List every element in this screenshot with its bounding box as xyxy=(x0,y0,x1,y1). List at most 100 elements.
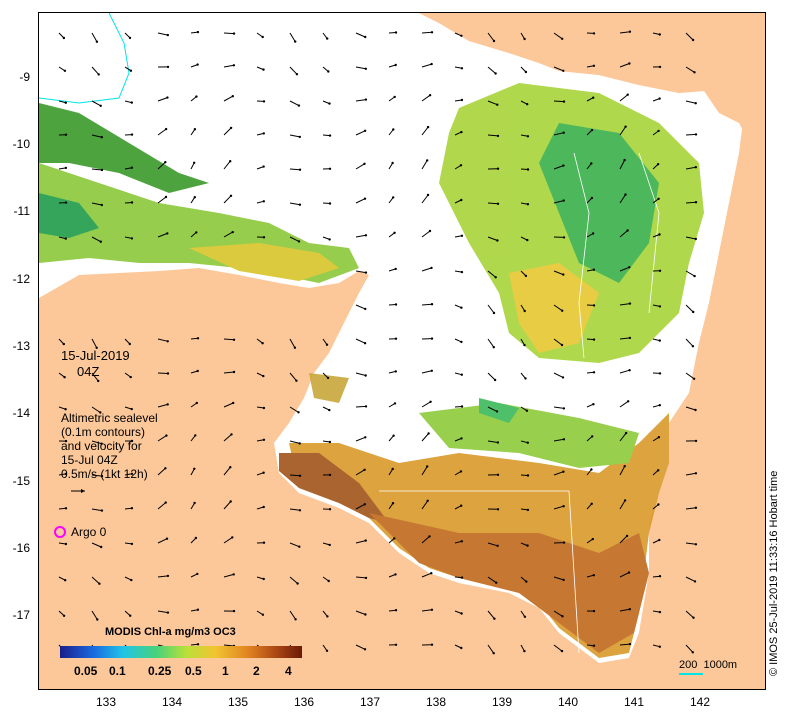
velocity-arrow-head xyxy=(494,72,497,75)
velocity-arrow-head xyxy=(430,266,433,270)
velocity-arrow xyxy=(91,66,100,75)
velocity-arrow-head xyxy=(230,433,233,436)
velocity-arrow-head xyxy=(262,406,266,410)
velocity-arrow xyxy=(685,201,697,204)
velocity-arrow-head xyxy=(64,507,68,510)
velocity-arrow-head xyxy=(562,438,566,441)
velocity-arrow xyxy=(223,95,234,102)
velocity-arrow xyxy=(223,573,234,578)
velocity-arrow xyxy=(157,372,169,374)
map-frame: 15-Jul-2019 04Z Altimetric sealevel (0.1… xyxy=(38,12,766,690)
velocity-arrow xyxy=(421,401,431,408)
velocity-arrow xyxy=(355,436,366,442)
velocity-arrow-head xyxy=(262,236,266,239)
velocity-arrow-head xyxy=(496,134,500,138)
velocity-arrow-head xyxy=(523,343,526,347)
velocity-arrow xyxy=(421,572,432,578)
velocity-arrow xyxy=(487,202,499,205)
velocity-arrow xyxy=(289,542,300,548)
scale-bar-label: 200 1000m xyxy=(679,659,738,671)
velocity-arrow-head xyxy=(460,34,463,37)
velocity-arrow-head xyxy=(459,470,463,473)
velocity-arrow xyxy=(553,505,564,510)
velocity-arrow xyxy=(619,159,626,170)
velocity-arrow xyxy=(619,194,626,204)
colorbar-label: 0.25 xyxy=(148,664,172,678)
velocity-arrow-head xyxy=(165,434,168,437)
velocity-arrow-head xyxy=(460,540,463,543)
velocity-arrow-head xyxy=(394,303,398,306)
lon-label: 134 xyxy=(161,695,183,709)
velocity-arrow-head xyxy=(658,610,662,614)
velocity-arrow-head xyxy=(694,166,697,169)
velocity-arrow-head xyxy=(430,303,434,306)
lon-label: 133 xyxy=(95,695,117,709)
velocity-arrow-head xyxy=(64,166,68,170)
velocity-arrow-head xyxy=(526,203,530,206)
velocity-arrow-head xyxy=(166,611,170,614)
velocity-arrow xyxy=(685,610,694,619)
velocity-arrow-head xyxy=(262,165,265,168)
velocity-arrow-head xyxy=(328,102,331,105)
velocity-arrow-head xyxy=(658,339,661,342)
velocity-arrow xyxy=(685,304,694,313)
velocity-arrow-head xyxy=(426,499,429,502)
velocity-arrow-head xyxy=(298,203,302,206)
velocity-arrow xyxy=(487,440,498,443)
velocity-arrow-head xyxy=(562,131,565,134)
velocity-arrow-head xyxy=(626,229,629,232)
velocity-arrow-head xyxy=(658,575,662,578)
velocity-arrow-head xyxy=(562,578,565,582)
velocity-arrow-head xyxy=(130,507,134,510)
velocity-arrow-head xyxy=(99,104,102,108)
lat-label: -11 xyxy=(13,204,30,218)
velocity-arrow-head xyxy=(523,649,526,653)
velocity-arrow-head xyxy=(526,103,529,106)
velocity-arrow-head xyxy=(394,267,397,271)
velocity-vectors xyxy=(58,30,698,656)
velocity-arrow-head xyxy=(460,67,464,70)
velocity-arrow-head xyxy=(391,502,395,505)
velocity-arrow-head xyxy=(63,376,66,379)
velocity-arrow xyxy=(685,576,696,582)
velocity-arrow-head xyxy=(561,615,564,618)
velocity-arrow-head xyxy=(496,239,499,242)
velocity-arrow xyxy=(289,576,298,584)
velocity-arrow-head xyxy=(195,95,198,98)
velocity-arrow xyxy=(223,402,234,408)
velocity-arrow-head xyxy=(562,505,565,508)
velocity-arrow-head xyxy=(496,202,500,205)
velocity-arrow-head xyxy=(193,501,196,505)
velocity-arrow-head xyxy=(130,101,133,104)
velocity-arrow xyxy=(553,32,563,40)
velocity-arrow-head xyxy=(294,618,297,621)
velocity-arrow-head xyxy=(496,103,499,106)
velocity-arrow xyxy=(91,338,98,349)
velocity-arrow-head xyxy=(262,505,265,509)
velocity-arrow xyxy=(355,234,366,238)
velocity-arrow-head xyxy=(328,473,332,477)
velocity-arrow-head xyxy=(232,573,235,576)
velocity-arrow-head xyxy=(592,371,596,374)
argo-marker xyxy=(54,526,66,538)
velocity-arrow xyxy=(355,405,367,408)
velocity-arrow-head xyxy=(625,534,629,538)
velocity-arrow-head xyxy=(164,195,168,199)
velocity-arrow-head xyxy=(262,577,265,581)
velocity-arrow xyxy=(355,576,367,579)
velocity-arrow-head xyxy=(657,436,661,439)
velocity-arrow xyxy=(157,502,167,510)
velocity-arrow xyxy=(289,134,300,138)
map-canvas xyxy=(39,13,765,689)
velocity-arrow-head xyxy=(496,473,500,476)
velocity-arrow-head xyxy=(298,442,301,445)
velocity-arrow-head xyxy=(364,98,368,101)
velocity-arrow-head xyxy=(658,404,661,407)
velocity-arrow-head xyxy=(164,501,167,504)
velocity-arrow xyxy=(289,66,298,75)
velocity-arrow-head xyxy=(560,649,564,653)
velocity-arrow-head xyxy=(426,193,430,197)
velocity-arrow xyxy=(553,576,564,581)
velocity-arrow-head xyxy=(494,276,497,279)
velocity-arrow-head xyxy=(428,535,431,538)
